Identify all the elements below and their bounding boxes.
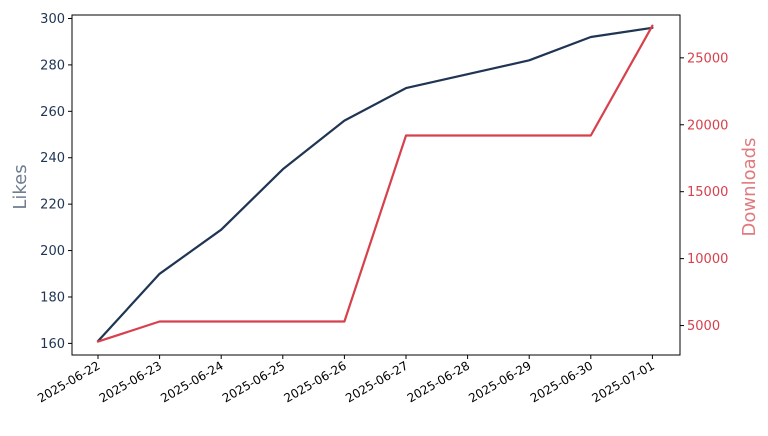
y-right-tick-label: 10000 [687, 252, 728, 267]
y-left-tick-label: 220 [40, 198, 65, 213]
y-right-tick-label: 25000 [687, 51, 728, 66]
x-tick-label: 2025-06-22 [35, 358, 102, 405]
x-tick-label: 2025-06-24 [158, 358, 225, 405]
y-axis-left-label: Likes [10, 164, 31, 209]
x-tick-label: 2025-06-28 [405, 358, 472, 405]
y-axis-right-label: Downloads [739, 138, 760, 237]
y-left-tick-label: 180 [40, 290, 65, 305]
x-tick-label: 2025-07-01 [589, 358, 656, 405]
x-tick-label: 2025-06-30 [528, 358, 595, 405]
y-axis-right: 5000 10000 15000 20000 25000 [680, 51, 728, 334]
y-left-tick-label: 260 [40, 105, 65, 120]
y-right-tick-label: 15000 [687, 185, 728, 200]
y-right-tick-label: 5000 [687, 319, 720, 334]
x-tick-label: 2025-06-23 [97, 358, 164, 405]
x-tick-label: 2025-06-26 [281, 358, 348, 405]
y-axis-left: 160 180 200 220 240 260 280 300 [40, 12, 72, 352]
series-line-likes [98, 28, 652, 341]
y-left-tick-label: 240 [40, 151, 65, 166]
y-left-tick-label: 300 [40, 12, 65, 27]
x-tick-label: 2025-06-29 [466, 358, 533, 405]
series-lines [98, 26, 652, 342]
x-axis: 2025-06-222025-06-232025-06-242025-06-25… [35, 355, 657, 405]
plot-frame [72, 15, 680, 355]
y-left-tick-label: 160 [40, 337, 65, 352]
y-right-tick-label: 20000 [687, 118, 728, 133]
x-tick-label: 2025-06-27 [343, 358, 410, 405]
series-line-downloads [98, 26, 652, 342]
y-left-tick-label: 280 [40, 58, 65, 73]
x-tick-label: 2025-06-25 [220, 358, 287, 405]
y-left-tick-label: 200 [40, 244, 65, 259]
